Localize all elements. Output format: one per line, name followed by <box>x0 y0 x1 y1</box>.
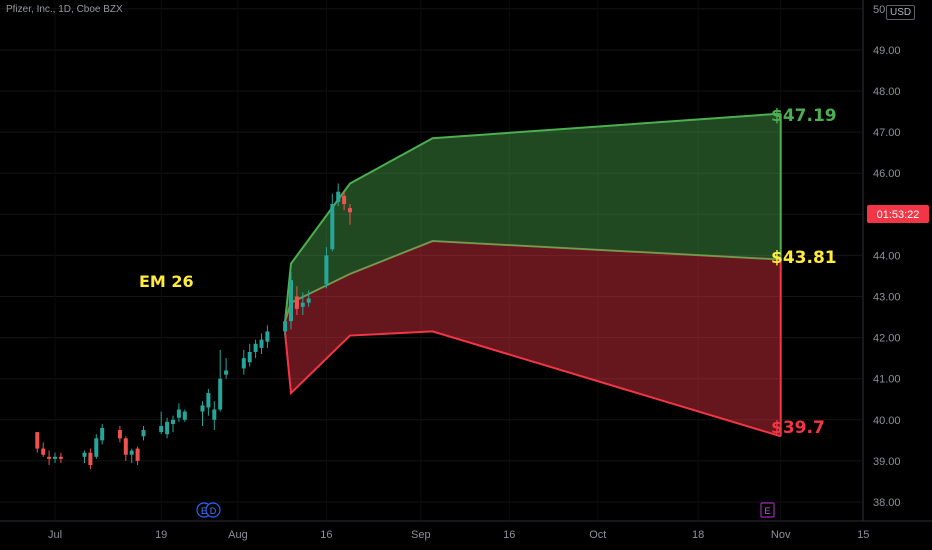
price-tick-label: 40.00 <box>873 415 901 427</box>
dividend-marker[interactable]: D <box>205 502 221 518</box>
candle-body <box>224 370 229 375</box>
candle-body <box>182 411 187 420</box>
candle-body <box>82 452 87 457</box>
candle-body <box>218 378 223 410</box>
candle-body <box>200 405 205 412</box>
candle-body <box>123 438 128 455</box>
candle-body <box>300 302 305 307</box>
candle-body <box>176 409 181 418</box>
time-tick-label: Sep <box>411 529 431 541</box>
countdown-text: 01:53:22 <box>877 209 920 221</box>
low-price-label: $39.7 <box>771 418 825 438</box>
price-tick-label: 49.00 <box>873 45 901 57</box>
candle-body <box>35 432 40 449</box>
mid-price-label: $43.81 <box>771 248 837 268</box>
candle-body <box>289 280 293 322</box>
candle-body <box>100 428 105 441</box>
time-axis-ticks: Jul 19 Aug 16 Sep 16 Oct 18 Nov 15 <box>48 529 869 541</box>
candle-body <box>41 448 46 455</box>
time-tick-label: Jul <box>48 529 62 541</box>
price-tick-label: 47.00 <box>873 127 901 139</box>
future-earnings-text: E <box>764 506 770 516</box>
price-tick-label: 38.00 <box>873 497 901 509</box>
candle-body <box>88 452 93 466</box>
axes <box>0 0 932 522</box>
earnings-marker-text: E <box>201 506 207 516</box>
price-tick-label: 46.00 <box>873 168 901 180</box>
future-earnings-marker[interactable]: E <box>760 502 775 518</box>
time-tick-label: 15 <box>857 529 869 541</box>
time-tick-label: 16 <box>503 529 515 541</box>
candle-body <box>324 255 329 285</box>
time-tick-label: 19 <box>155 529 167 541</box>
lower-band-area <box>285 241 781 437</box>
price-tick-label: 41.00 <box>873 374 901 386</box>
candle-body <box>212 409 217 420</box>
em-label: EM 26 <box>139 272 194 291</box>
future-earnings-box <box>760 502 775 518</box>
candle-body <box>247 351 252 363</box>
price-tick-label: 44.00 <box>873 250 901 262</box>
candle-body <box>253 343 258 352</box>
candle-body <box>117 430 122 439</box>
upper-band-area <box>285 113 781 322</box>
dividend-marker-text: D <box>210 506 217 516</box>
candle-body <box>53 456 57 459</box>
time-tick-label: Nov <box>771 529 791 541</box>
candle-body <box>306 298 311 303</box>
time-tick-label: Aug <box>228 529 248 541</box>
candle-body <box>159 425 164 433</box>
candle-body <box>348 208 352 213</box>
candlestick-series <box>35 183 352 470</box>
price-tick-label: 39.00 <box>873 456 901 468</box>
candle-body <box>135 448 140 461</box>
price-tick-label: 48.00 <box>873 86 901 98</box>
candle-body <box>259 339 264 348</box>
candle-body <box>342 195 347 205</box>
time-tick-label: 16 <box>320 529 332 541</box>
candle-body <box>294 296 299 309</box>
candle-body <box>47 456 52 459</box>
candle-body <box>129 450 134 455</box>
candle-body <box>141 430 146 437</box>
chart-title: Pfizer, Inc., 1D, Cboe BZX <box>6 4 123 15</box>
candle-body <box>94 438 99 457</box>
candle-body <box>330 204 335 250</box>
countdown-badge-bg <box>867 205 929 223</box>
candle-body <box>165 421 170 435</box>
countdown-badge: 01:53:22 <box>867 205 929 223</box>
price-tick-label: 42.00 <box>873 333 901 345</box>
candle-body <box>336 191 341 202</box>
time-tick-label: Oct <box>589 529 606 541</box>
candle-body <box>241 358 246 369</box>
currency-badge[interactable]: USD <box>886 5 916 20</box>
candle-body <box>58 456 63 459</box>
candle-body <box>206 393 211 408</box>
candle-body <box>265 331 270 342</box>
candle-body <box>171 419 175 424</box>
dividend-marker-circle <box>205 502 221 518</box>
top-price-label: $47.19 <box>771 106 837 126</box>
price-tick-label: 43.00 <box>873 292 901 304</box>
lower-band-line <box>284 330 781 438</box>
candle-body <box>283 321 288 332</box>
time-tick-label: 18 <box>692 529 704 541</box>
